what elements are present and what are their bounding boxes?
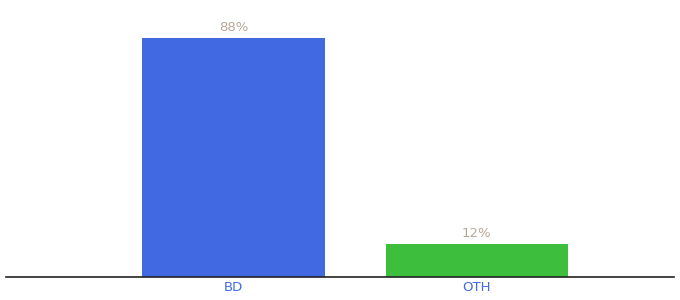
Text: 88%: 88% xyxy=(219,21,248,34)
Text: 12%: 12% xyxy=(462,227,492,240)
Bar xyxy=(142,38,325,277)
Bar xyxy=(386,244,568,277)
